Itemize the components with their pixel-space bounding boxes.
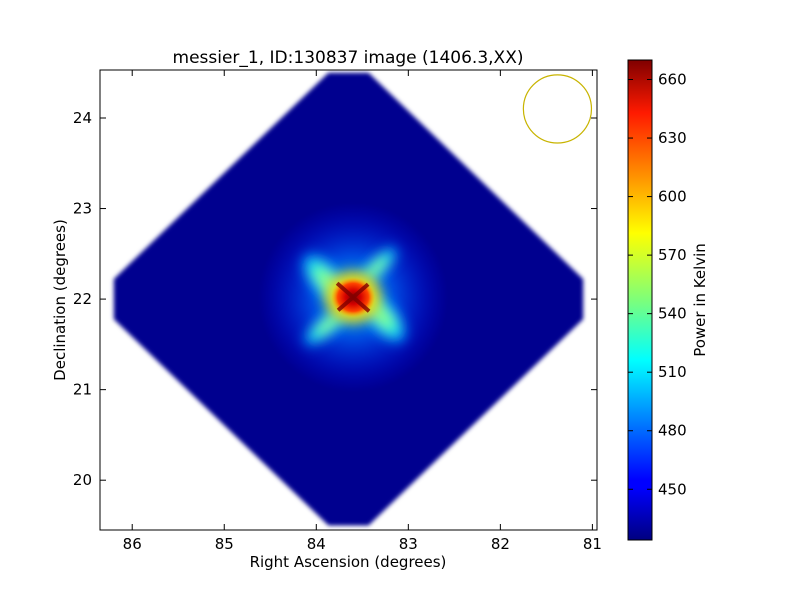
- colorbar: 450 480 510 540 570 600 630 660: [627, 59, 687, 541]
- y-tick-label: 21: [73, 381, 92, 399]
- x-tick-label: 85: [215, 535, 234, 553]
- colorbar-ticks: 450 480 510 540 570 600 630 660: [628, 71, 687, 498]
- colorbar-tick-label: 630: [658, 129, 687, 147]
- colorbar-label: Power in Kelvin: [691, 243, 709, 357]
- colorbar-tick-label: 450: [658, 480, 687, 498]
- y-tick-label: 20: [73, 471, 92, 489]
- x-tick-label: 84: [307, 535, 326, 553]
- source-peak: [335, 281, 371, 313]
- y-axis-ticks: 20 21 22 23 24: [73, 109, 597, 489]
- x-tick-label: 86: [123, 535, 142, 553]
- y-axis-label: Declination (degrees): [51, 219, 69, 381]
- y-tick-label: 22: [73, 290, 92, 308]
- colorbar-gradient: [627, 59, 653, 541]
- y-tick-label: 24: [73, 109, 92, 127]
- colorbar-tick-label: 510: [658, 363, 687, 381]
- x-axis-label: Right Ascension (degrees): [250, 553, 447, 571]
- colorbar-tick-label: 600: [658, 188, 687, 206]
- colorbar-tick-label: 570: [658, 246, 687, 264]
- colorbar-tick-label: 660: [658, 71, 687, 89]
- plot-area: 86 85 84 83 82 81 20 21 22 23 24: [73, 69, 602, 553]
- x-tick-label: 81: [583, 535, 602, 553]
- beam-circle: [522, 74, 593, 144]
- x-tick-label: 83: [399, 535, 418, 553]
- plot-frame: [99, 69, 598, 531]
- x-axis-ticks: 86 85 84 83 82 81: [123, 70, 602, 553]
- y-tick-label: 23: [73, 200, 92, 218]
- heatmap-image: [113, 72, 584, 526]
- colorbar-tick-label: 480: [658, 422, 687, 440]
- x-tick-label: 82: [491, 535, 510, 553]
- chart-title: messier_1, ID:130837 image (1406.3,XX): [173, 48, 524, 68]
- colorbar-tick-label: 540: [658, 305, 687, 323]
